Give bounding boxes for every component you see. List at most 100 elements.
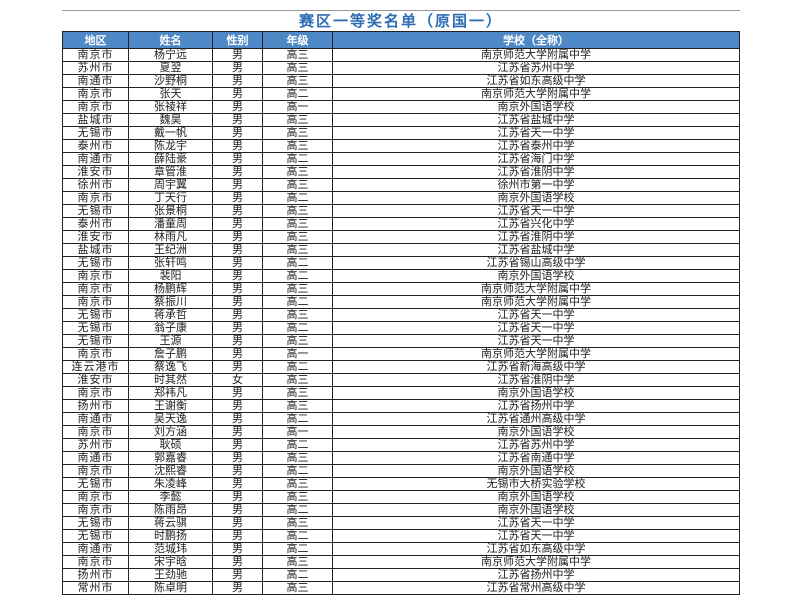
cell-region: 无锡市 bbox=[62, 126, 129, 140]
cell-school: 南京师范大学附属中学 bbox=[332, 282, 740, 296]
cell-grade: 高三 bbox=[262, 243, 333, 257]
cell-gender: 男 bbox=[212, 230, 263, 244]
cell-school: 南京外国语学校 bbox=[332, 503, 740, 517]
table-row: 淮安市 林雨凡男高三 江苏省淮阴中学 bbox=[62, 230, 740, 244]
col-header-school: 学校（全称） bbox=[332, 31, 740, 49]
table-row: 无锡市 翁子康男高二 江苏省天一中学 bbox=[62, 321, 740, 335]
cell-gender: 男 bbox=[212, 308, 263, 322]
table-row: 南通市 范城玮男高二 江苏省如东高级中学 bbox=[62, 542, 740, 556]
cell-gender: 男 bbox=[212, 139, 263, 153]
cell-school: 江苏省盐城中学 bbox=[332, 113, 740, 127]
cell-region: 南京市 bbox=[62, 100, 129, 114]
cell-grade: 高三 bbox=[262, 204, 333, 218]
cell-name: 蒋云骐 bbox=[128, 516, 213, 530]
cell-region: 苏州市 bbox=[62, 438, 129, 452]
cell-school: 南京外国语学校 bbox=[332, 269, 740, 283]
cell-grade: 高三 bbox=[262, 282, 333, 296]
cell-grade: 高二 bbox=[262, 360, 333, 374]
table-row: 无锡市 王源男高三 江苏省天一中学 bbox=[62, 334, 740, 348]
cell-gender: 男 bbox=[212, 425, 263, 439]
table-row: 南京市 张祾祥男高一 南京外国语学校 bbox=[62, 100, 740, 114]
cell-grade: 高三 bbox=[262, 386, 333, 400]
table-row: 南通市 吴天逸男高二 江苏省通州高级中学 bbox=[62, 412, 740, 426]
table-row: 南京市 刘方涵男高一 南京外国语学校 bbox=[62, 425, 740, 439]
award-list: 赛区一等奖名单（原国一） 地区 姓名 性别 年级 学校（全称） 南京市 杨宁远男高… bbox=[62, 10, 740, 595]
cell-gender: 男 bbox=[212, 204, 263, 218]
cell-gender: 男 bbox=[212, 243, 263, 257]
cell-grade: 高二 bbox=[262, 295, 333, 309]
cell-name: 王劲驰 bbox=[128, 568, 213, 582]
cell-name: 耿硕 bbox=[128, 438, 213, 452]
cell-region: 无锡市 bbox=[62, 477, 129, 491]
cell-region: 扬州市 bbox=[62, 399, 129, 413]
table-row: 扬州市 王谢衡男高三 江苏省扬州中学 bbox=[62, 399, 740, 413]
cell-school: 江苏省锡山高级中学 bbox=[332, 256, 740, 270]
cell-name: 戴一帆 bbox=[128, 126, 213, 140]
cell-school: 南京师范大学附属中学 bbox=[332, 48, 740, 62]
cell-grade: 高二 bbox=[262, 503, 333, 517]
cell-gender: 男 bbox=[212, 477, 263, 491]
cell-region: 南京市 bbox=[62, 295, 129, 309]
cell-name: 翁子康 bbox=[128, 321, 213, 335]
cell-gender: 男 bbox=[212, 555, 263, 569]
cell-name: 杨鹏辉 bbox=[128, 282, 213, 296]
cell-grade: 高三 bbox=[262, 217, 333, 231]
table-row: 无锡市 张景桐男高三 江苏省天一中学 bbox=[62, 204, 740, 218]
table-row: 南京市 詹子鹏男高一 南京师范大学附属中学 bbox=[62, 347, 740, 361]
cell-name: 王纪洲 bbox=[128, 243, 213, 257]
cell-region: 无锡市 bbox=[62, 204, 129, 218]
cell-region: 南京市 bbox=[62, 269, 129, 283]
cell-name: 李懿 bbox=[128, 490, 213, 504]
cell-region: 无锡市 bbox=[62, 334, 129, 348]
cell-gender: 男 bbox=[212, 334, 263, 348]
cell-region: 南京市 bbox=[62, 555, 129, 569]
cell-grade: 高一 bbox=[262, 100, 333, 114]
cell-region: 无锡市 bbox=[62, 529, 129, 543]
cell-region: 无锡市 bbox=[62, 308, 129, 322]
cell-gender: 男 bbox=[212, 256, 263, 270]
cell-region: 南京市 bbox=[62, 282, 129, 296]
table-row: 南通市 薛陆豪男高二 江苏省海门中学 bbox=[62, 152, 740, 166]
cell-name: 丁天行 bbox=[128, 191, 213, 205]
cell-gender: 男 bbox=[212, 113, 263, 127]
table-row: 无锡市 戴一帆男高三 江苏省天一中学 bbox=[62, 126, 740, 140]
cell-name: 王源 bbox=[128, 334, 213, 348]
cell-gender: 男 bbox=[212, 503, 263, 517]
cell-region: 淮安市 bbox=[62, 230, 129, 244]
table-row: 无锡市 时鹏扬男高二 江苏省天一中学 bbox=[62, 529, 740, 543]
cell-school: 南京师范大学附属中学 bbox=[332, 555, 740, 569]
cell-gender: 男 bbox=[212, 126, 263, 140]
cell-gender: 男 bbox=[212, 438, 263, 452]
cell-school: 江苏省苏州中学 bbox=[332, 61, 740, 75]
table-row: 无锡市 朱凌峰男高三 无锡市大桥实验学校 bbox=[62, 477, 740, 491]
cell-school: 江苏省如东高级中学 bbox=[332, 74, 740, 88]
cell-region: 南京市 bbox=[62, 464, 129, 478]
cell-gender: 男 bbox=[212, 542, 263, 556]
cell-name: 时其然 bbox=[128, 373, 213, 387]
cell-school: 江苏省海门中学 bbox=[332, 152, 740, 166]
cell-grade: 高三 bbox=[262, 126, 333, 140]
cell-name: 吴天逸 bbox=[128, 412, 213, 426]
table-row: 盐城市 魏昊男高三 江苏省盐城中学 bbox=[62, 113, 740, 127]
award-table: 地区 姓名 性别 年级 学校（全称） 南京市 杨宁远男高三 南京师范大学附属中学 苏州… bbox=[62, 31, 740, 595]
cell-school: 江苏省扬州中学 bbox=[332, 568, 740, 582]
table-row: 南京市 裴阳男高二 南京外国语学校 bbox=[62, 269, 740, 283]
cell-region: 南京市 bbox=[62, 386, 129, 400]
table-row: 苏州市 耿硕男高二 江苏省苏州中学 bbox=[62, 438, 740, 452]
table-row: 南京市 沈熙睿男高二 南京外国语学校 bbox=[62, 464, 740, 478]
cell-school: 徐州市第一中学 bbox=[332, 178, 740, 192]
cell-gender: 男 bbox=[212, 386, 263, 400]
cell-grade: 高三 bbox=[262, 230, 333, 244]
table-row: 无锡市 张轩鸣男高二 江苏省锡山高级中学 bbox=[62, 256, 740, 270]
cell-grade: 高三 bbox=[262, 581, 333, 595]
cell-region: 南通市 bbox=[62, 451, 129, 465]
cell-region: 南京市 bbox=[62, 87, 129, 101]
cell-school: 南京师范大学附属中学 bbox=[332, 295, 740, 309]
cell-grade: 高三 bbox=[262, 451, 333, 465]
cell-name: 沙野桐 bbox=[128, 74, 213, 88]
cell-name: 章管淮 bbox=[128, 165, 213, 179]
cell-name: 郭嘉睿 bbox=[128, 451, 213, 465]
cell-gender: 男 bbox=[212, 412, 263, 426]
cell-gender: 男 bbox=[212, 568, 263, 582]
cell-region: 南京市 bbox=[62, 490, 129, 504]
